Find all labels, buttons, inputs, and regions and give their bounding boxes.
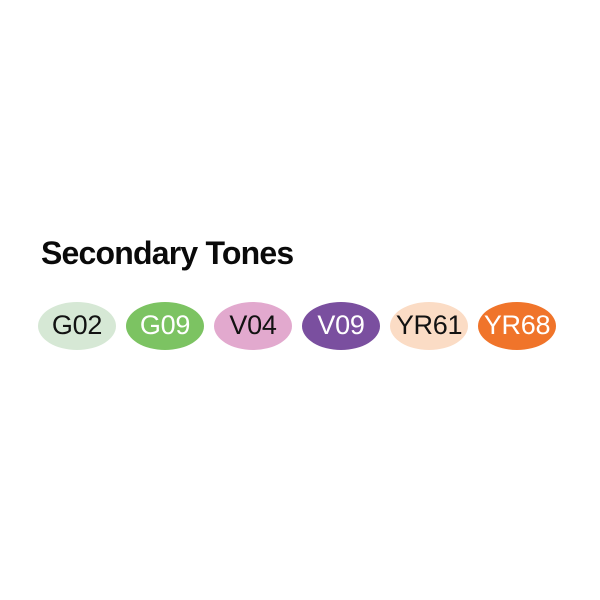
swatch-row: G02 G09 V04 V09 YR61 YR68: [38, 302, 556, 350]
swatch-label: G09: [139, 309, 191, 340]
section-title: Secondary Tones: [41, 235, 294, 271]
color-swatch-yr61: YR61: [390, 302, 468, 350]
swatch-label: V04: [229, 309, 277, 340]
color-swatch-g02: G02: [38, 302, 116, 350]
swatch-label: V09: [317, 309, 365, 340]
color-swatch-g09: G09: [126, 302, 204, 350]
swatch-label: YR68: [483, 309, 551, 340]
color-swatch-v09: V09: [302, 302, 380, 350]
swatch-label: G02: [51, 309, 103, 340]
color-swatch-v04: V04: [214, 302, 292, 350]
swatch-label: YR61: [395, 309, 463, 340]
color-swatch-yr68: YR68: [478, 302, 556, 350]
